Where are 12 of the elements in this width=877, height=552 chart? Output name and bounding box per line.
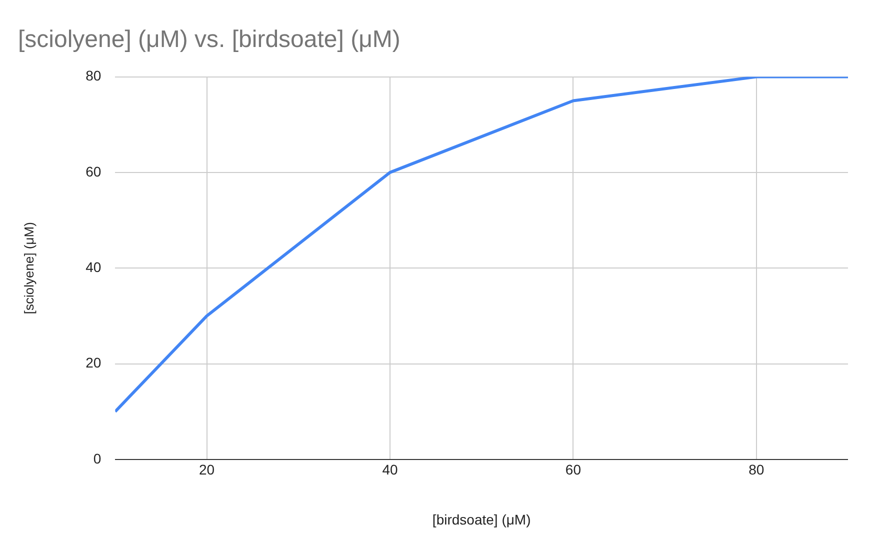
x-axis-title: [birdsoate] (μM) (432, 511, 531, 528)
y-tick-label: 0 (93, 450, 102, 466)
chart-title: [sciolyene] (μM) vs. [birdsoate] (μM) (18, 26, 400, 54)
y-tick-label: 40 (86, 258, 102, 275)
y-axis-title: [sciolyene] (μM) (21, 222, 36, 314)
x-tick-label: 40 (382, 462, 398, 478)
y-tick-label: 20 (86, 354, 102, 371)
y-tick-label: 60 (86, 163, 102, 180)
x-tick-label: 80 (748, 462, 764, 478)
y-tick-label: 80 (86, 68, 102, 84)
x-tick-label: 20 (198, 462, 215, 478)
x-tick-label: 60 (565, 462, 582, 478)
